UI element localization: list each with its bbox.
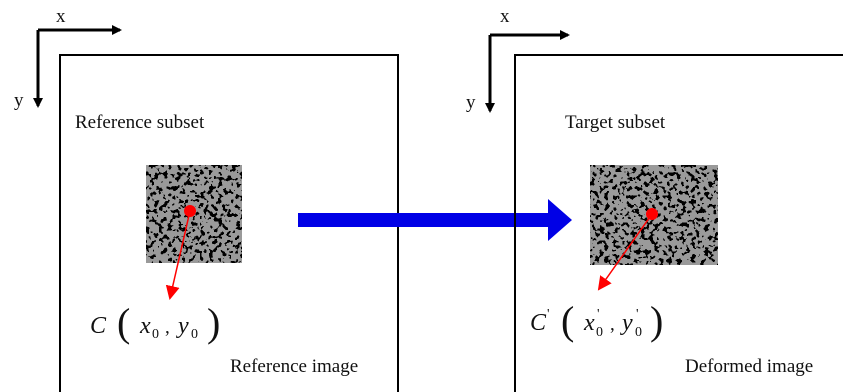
page: x y Reference subset C ( x 0 , y 0 ) Ref…: [0, 0, 843, 392]
formula: x: [583, 310, 595, 336]
image-label: Reference image: [230, 356, 358, 377]
formula: C: [530, 310, 547, 336]
axis-label: x: [500, 6, 510, 27]
subset-label: Reference subset: [75, 112, 205, 133]
formula: 0: [635, 325, 642, 340]
axis-label: y: [466, 92, 476, 113]
subset-center: [646, 208, 658, 220]
diagram: x y Reference subset C ( x 0 , y 0 ) Ref…: [0, 0, 843, 392]
formula: 0: [152, 327, 159, 342]
axis-label: x: [56, 6, 66, 27]
formula: (: [117, 300, 130, 345]
formula: ': [547, 307, 550, 322]
subset-label: Target subset: [565, 112, 666, 133]
formula: ,: [610, 314, 615, 335]
subset-center: [184, 205, 196, 217]
formula: ): [650, 298, 663, 343]
transform-arrow: [298, 199, 572, 241]
formula: C: [90, 313, 107, 339]
formula: y: [176, 313, 189, 339]
formula: ': [636, 307, 639, 322]
formula: x: [139, 313, 151, 339]
formula: 0: [191, 327, 198, 342]
formula: ,: [165, 317, 170, 338]
axis-label: y: [14, 90, 24, 111]
formula: 0: [596, 325, 603, 340]
image-label: Deformed image: [685, 356, 813, 377]
formula: (: [561, 298, 574, 343]
formula: y: [620, 310, 633, 336]
formula: ': [597, 307, 600, 322]
formula: ): [207, 300, 220, 345]
